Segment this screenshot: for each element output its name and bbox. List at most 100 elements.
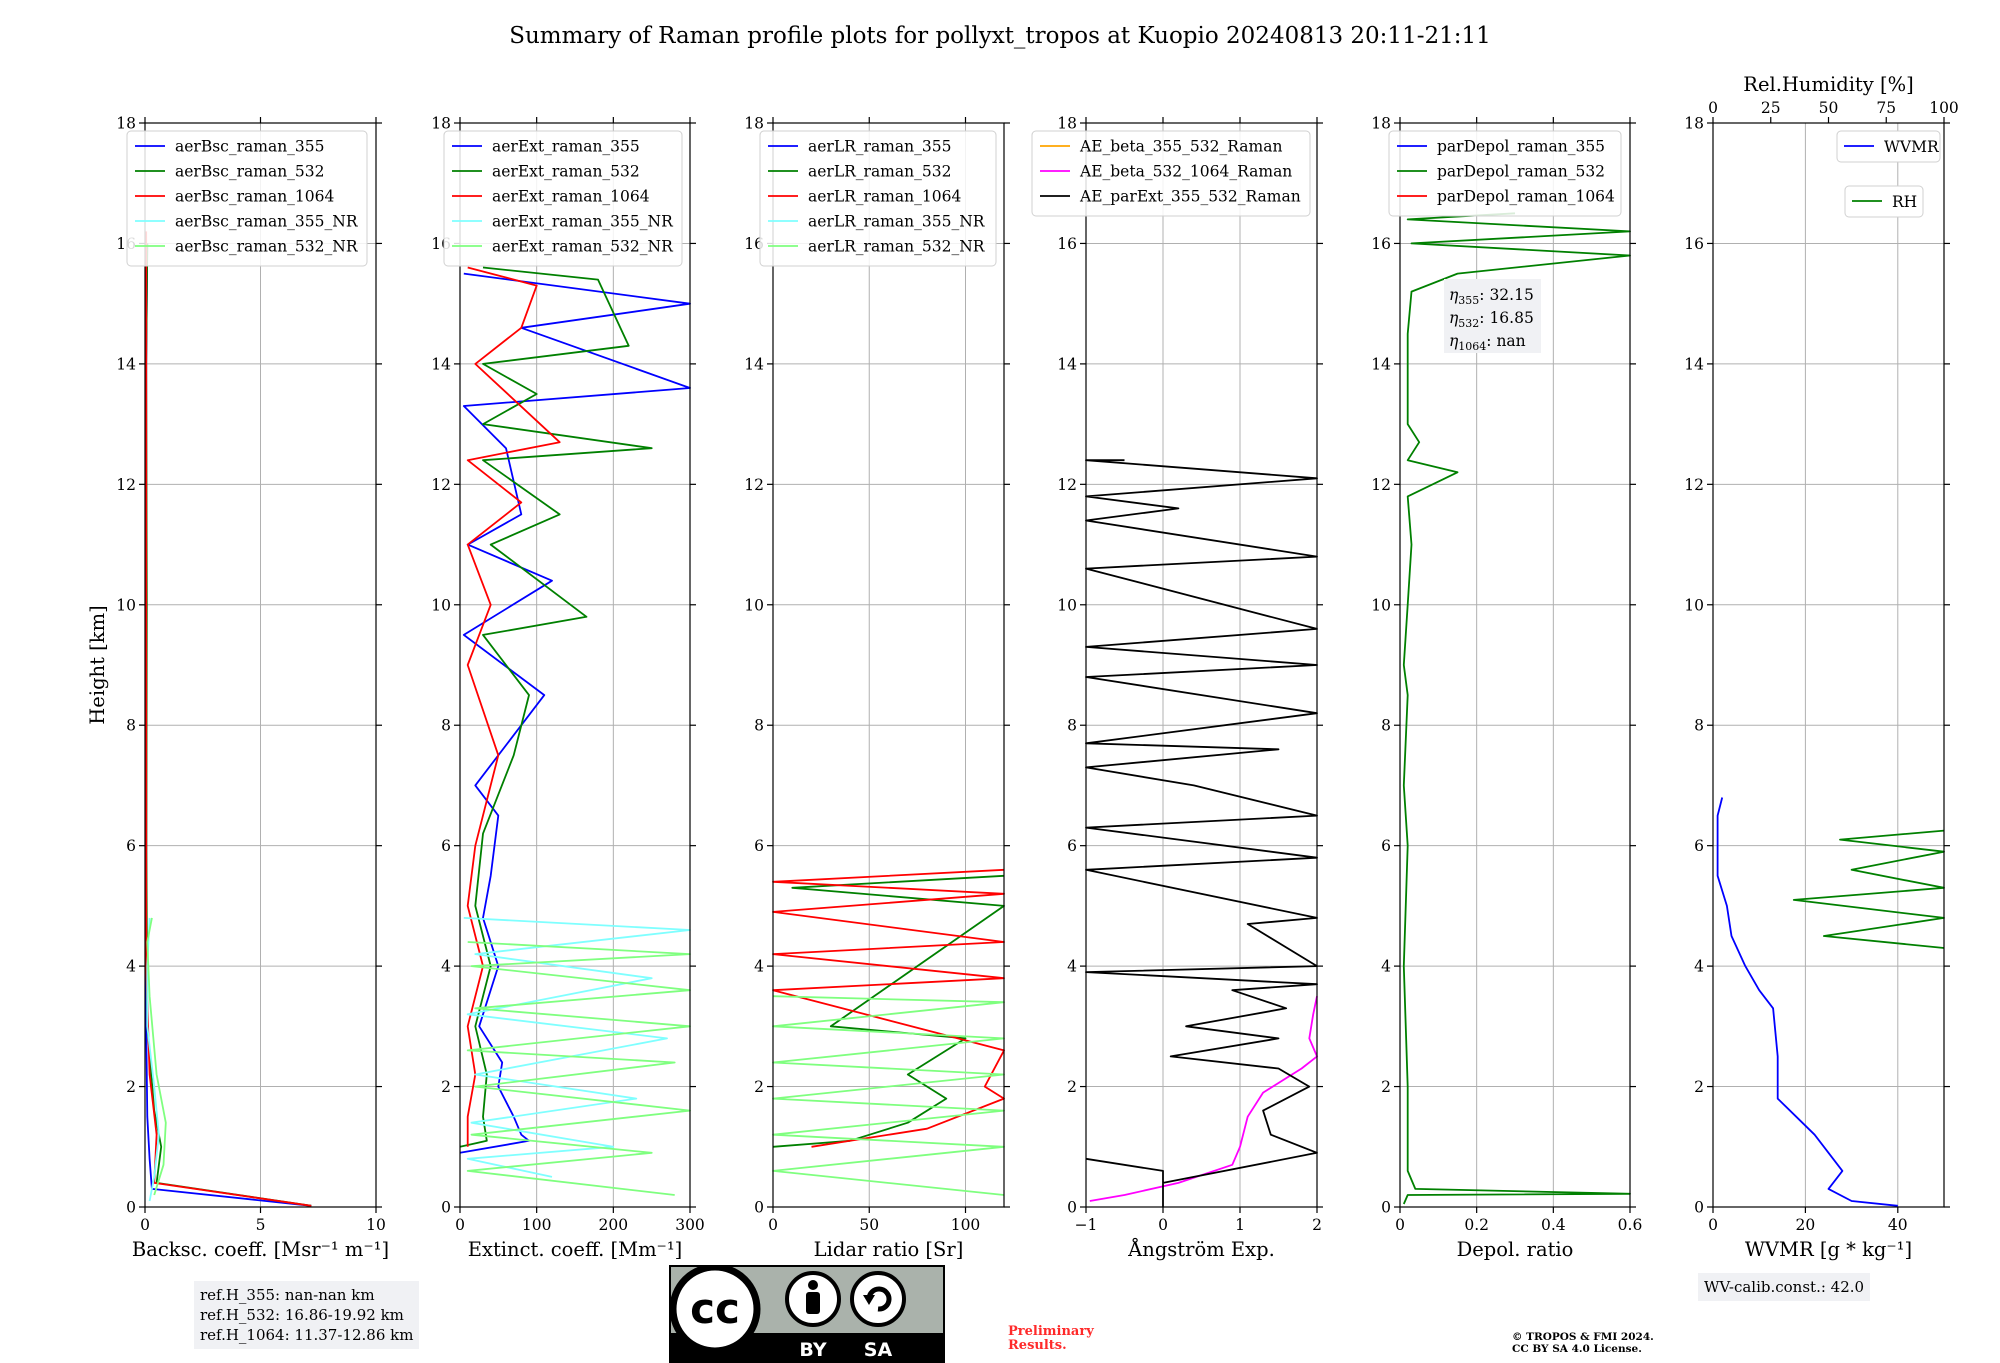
series-line-aerBsc_raman_355_NR [146, 917, 160, 1202]
y-tick-label: 4 [754, 958, 764, 976]
x-tick-label: 0 [768, 1216, 778, 1234]
y-axis-label: Height [km] [86, 605, 109, 724]
legend-entry: RH [1892, 193, 1917, 211]
y-tick-label: 18 [1371, 115, 1391, 133]
series-line-aerBsc_raman_532_NR [146, 917, 167, 1196]
series-group [772, 868, 1005, 1196]
legend-entry: aerBsc_raman_355_NR [175, 213, 359, 231]
sa-share-alike-icon [850, 1271, 906, 1327]
y-tick-label: 10 [1684, 596, 1704, 614]
legend-entry: AE_parExt_355_532_Raman [1079, 188, 1301, 206]
legend-entry: parDepol_raman_532 [1437, 163, 1605, 181]
legend-entry: aerBsc_raman_532 [175, 163, 325, 181]
x-tick-label: 100 [522, 1216, 552, 1234]
x-tick-label: 10 [366, 1216, 386, 1234]
y-tick-label: 6 [1067, 837, 1077, 855]
y-tick-label: 6 [754, 837, 764, 855]
series-group [1402, 212, 1631, 1205]
x-axis-label: WVMR [g * kg⁻¹] [1745, 1238, 1912, 1261]
panel-3: 0 2 4 6 8 10 12 14 16 18 0 50 100 Lidar ratio [Sr] aer… [744, 115, 1010, 1261]
x-tick-label: 100 [951, 1216, 981, 1234]
cc-by-sa-badge: cc BY SA [669, 1265, 945, 1363]
legend: WVMR [1836, 130, 1941, 163]
by-label: BY [799, 1339, 826, 1361]
top-x-tick-label: 50 [1819, 99, 1839, 117]
y-tick-label: 14 [1684, 355, 1704, 373]
top-x-tick-label: 25 [1761, 99, 1781, 117]
y-tick-label: 14 [1057, 355, 1077, 373]
series-line-aerBsc_raman_355 [145, 243, 312, 1207]
y-tick-label: 12 [1684, 476, 1704, 494]
x-tick-label: 0 [455, 1216, 465, 1234]
ref-height-355: ref.H_355: nan-nan km [200, 1286, 375, 1304]
legend-entry: aerExt_raman_355 [492, 138, 640, 156]
x-tick-label: 5 [256, 1216, 266, 1234]
y-tick-label: 10 [1057, 596, 1077, 614]
legend-entry: AE_beta_532_1064_Raman [1079, 163, 1292, 181]
annotation-line: η355: 32.15 [1449, 286, 1534, 307]
y-tick-label: 10 [116, 596, 136, 614]
annotation-line: η532: 16.85 [1449, 309, 1534, 330]
y-tick-label: 18 [431, 115, 451, 133]
legend-entry: aerLR_raman_355 [808, 138, 951, 156]
x-tick-label: 2 [1312, 1216, 1322, 1234]
y-tick-label: 14 [744, 355, 764, 373]
preliminary-results-note: Preliminary Results. [1008, 1324, 1094, 1353]
x-axis-label: Lidar ratio [Sr] [814, 1238, 964, 1261]
legend: aerLR_raman_355 aerLR_raman_532 aerLR_rama… [759, 130, 997, 267]
y-tick-label: 2 [126, 1078, 136, 1096]
y-tick-label: 2 [1694, 1078, 1704, 1096]
series-line-aerBsc_raman_532 [145, 243, 312, 1207]
plot-frame [1085, 122, 1318, 1208]
series-group [459, 266, 691, 1196]
y-tick-label: 0 [126, 1199, 136, 1217]
ticks: 0 2 4 6 8 10 12 14 16 18 0 0.2 0.4 0.6 [1371, 115, 1642, 1235]
y-tick-label: 16 [744, 235, 764, 253]
y-tick-label: 14 [431, 355, 451, 373]
series-line-aerExt_raman_532_NR [466, 941, 691, 1196]
y-tick-label: 18 [1057, 115, 1077, 133]
x-tick-label: 0.4 [1541, 1216, 1566, 1234]
series-line-aerExt_raman_355 [459, 272, 691, 1154]
series-line-aerLR_raman_532_NR [772, 995, 1005, 1196]
x-tick-label: 1 [1235, 1216, 1245, 1234]
y-tick-label: 6 [1381, 837, 1391, 855]
top-x-tick-label: 75 [1876, 99, 1896, 117]
y-tick-label: 4 [441, 958, 451, 976]
plot-frame [772, 122, 1005, 1208]
x-tick-label: 0 [1395, 1216, 1405, 1234]
legend-entry: aerExt_raman_355_NR [492, 213, 674, 231]
legend-entry: aerLR_raman_355_NR [808, 213, 986, 231]
y-tick-label: 16 [1684, 235, 1704, 253]
y-tick-label: 18 [116, 115, 136, 133]
y-tick-label: 14 [116, 355, 136, 373]
y-tick-label: 8 [1381, 717, 1391, 735]
series-line-WVMR [1716, 797, 1898, 1207]
ref-height-1064: ref.H_1064: 11.37-12.86 km [200, 1326, 414, 1344]
x-tick-label: 300 [675, 1216, 705, 1234]
x-tick-label: 0 [1158, 1216, 1168, 1234]
legend-entry: aerLR_raman_532 [808, 163, 951, 181]
y-tick-label: 2 [754, 1078, 764, 1096]
series-line-aerBsc_raman_1064 [145, 231, 312, 1207]
y-tick-label: 4 [126, 958, 136, 976]
ticks: 0 2 4 6 8 10 12 14 16 18 0 50 100 [744, 115, 1010, 1234]
legend: aerBsc_raman_355 aerBsc_raman_532 aerBsc_r… [126, 130, 368, 267]
y-tick-label: 6 [441, 837, 451, 855]
y-tick-label: 4 [1381, 958, 1391, 976]
series-line-AE_parExt_355_532_Raman [1085, 459, 1318, 1208]
y-tick-label: 14 [1371, 355, 1391, 373]
y-tick-label: 8 [1067, 717, 1077, 735]
series-line-RH [1792, 829, 1945, 949]
legend: AE_beta_355_532_Raman AE_beta_532_1064_Ra… [1031, 130, 1311, 217]
panel-5: 0 2 4 6 8 10 12 14 16 18 0 0.2 0.4 0.6 Depol. ratio par… [1371, 115, 1642, 1262]
y-tick-label: 10 [744, 596, 764, 614]
x-tick-label: 0 [140, 1216, 150, 1234]
